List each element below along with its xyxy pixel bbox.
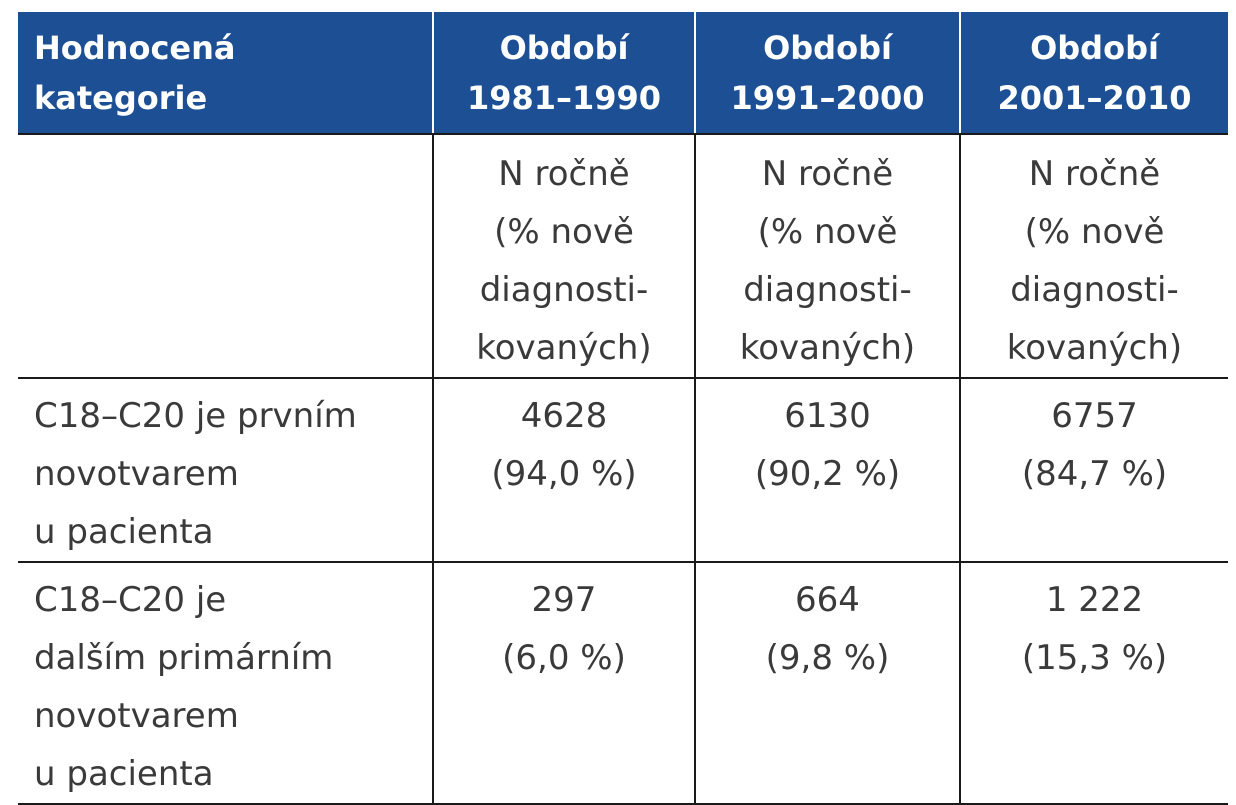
cell-first-1991-2000: 6130 (90,2 %): [694, 378, 960, 563]
cell-further-2001-2010: 1 222 (15,3 %): [959, 562, 1228, 805]
unit-cell-1981-1990: N ročně (% nově diagnosti- kovaných): [432, 134, 695, 379]
unit-cell-2001-2010: N ročně (% nově diagnosti- kovaných): [959, 134, 1228, 379]
data-table: Hodnocená kategorie Období 1981–1990 Obd…: [18, 12, 1228, 805]
row-label-first-neoplasm: C18–C20 je prvním novotvarem u pacienta: [18, 378, 433, 563]
cell-first-2001-2010: 6757 (84,7 %): [959, 378, 1228, 563]
table-row: C18–C20 je prvním novotvarem u pacienta …: [18, 378, 1228, 563]
row-label-further-neoplasm: C18–C20 je dalším primárním novotvarem u…: [18, 562, 433, 805]
unit-row-label: [18, 134, 433, 379]
header-period-1981-1990: Období 1981–1990: [432, 12, 695, 135]
header-row: Hodnocená kategorie Období 1981–1990 Obd…: [18, 12, 1228, 135]
table-row: C18–C20 je dalším primárním novotvarem u…: [18, 562, 1228, 805]
cell-first-1981-1990: 4628 (94,0 %): [432, 378, 695, 563]
header-period-1991-2000: Období 1991–2000: [694, 12, 960, 135]
unit-cell-1991-2000: N ročně (% nově diagnosti- kovaných): [694, 134, 960, 379]
cell-further-1981-1990: 297 (6,0 %): [432, 562, 695, 805]
header-period-2001-2010: Období 2001–2010: [959, 12, 1228, 135]
cell-further-1991-2000: 664 (9,8 %): [694, 562, 960, 805]
unit-row: N ročně (% nově diagnosti- kovaných) N r…: [18, 134, 1228, 379]
header-category: Hodnocená kategorie: [18, 12, 433, 135]
